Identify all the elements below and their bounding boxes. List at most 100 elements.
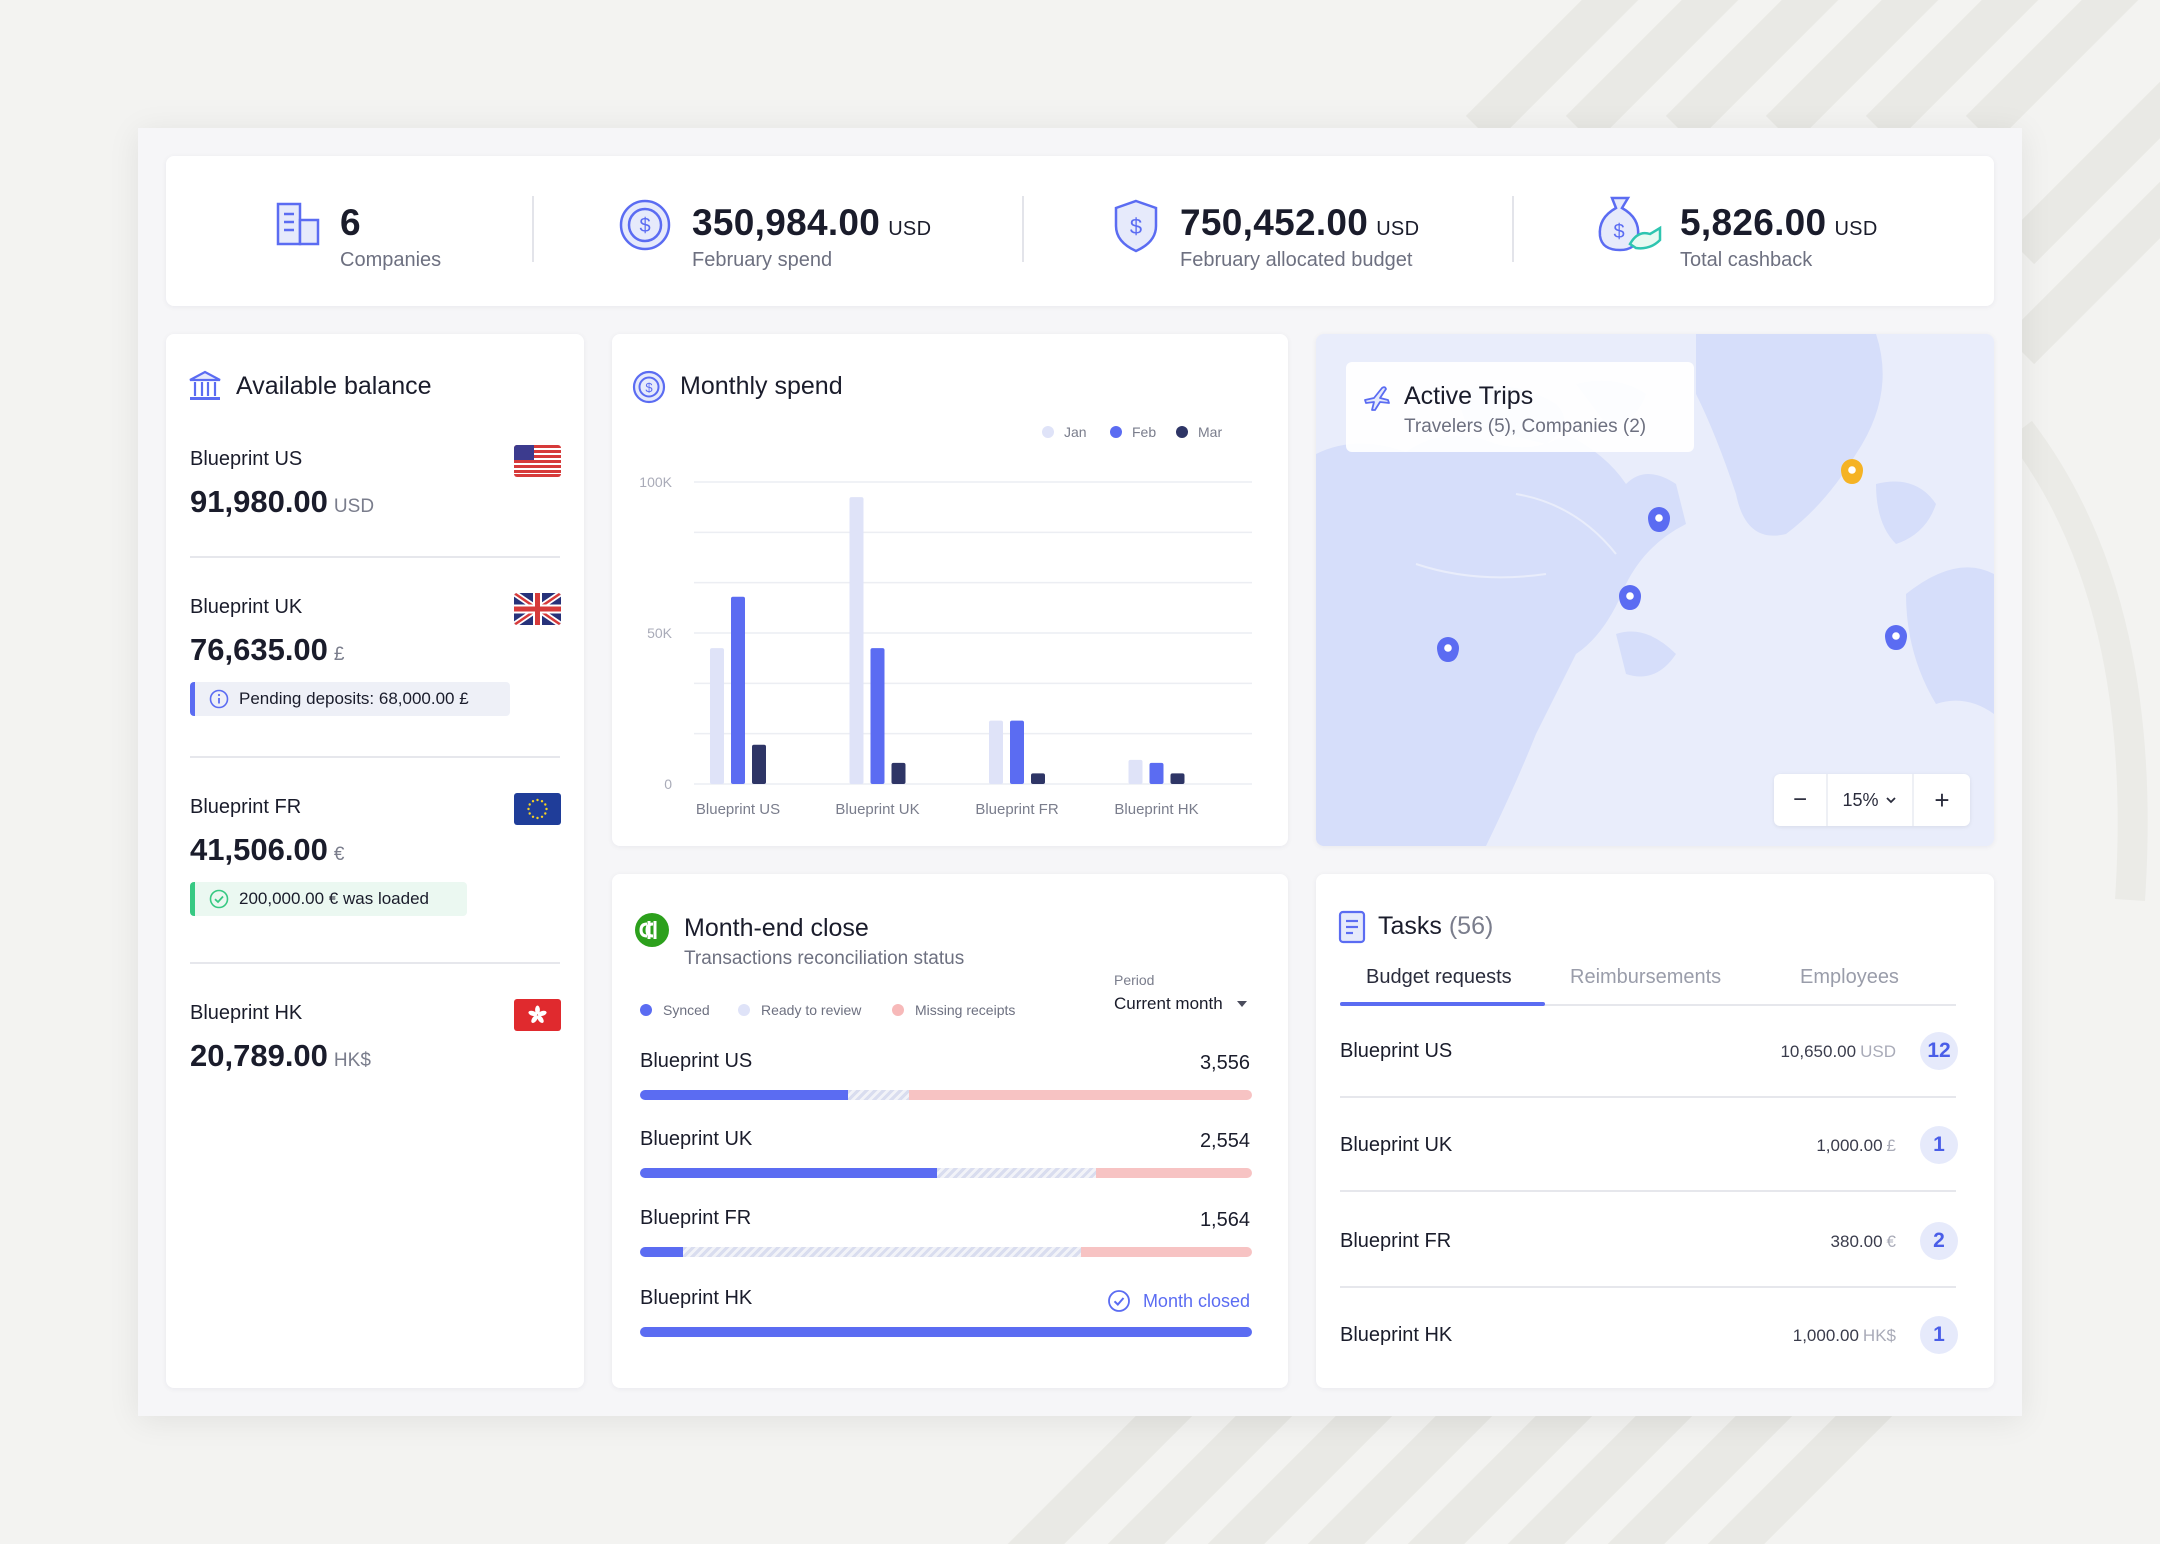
- zoom-control: − 15% +: [1774, 774, 1970, 826]
- us-flag-icon: [514, 445, 561, 477]
- balance-value: 91,980.00: [190, 484, 328, 519]
- building-icon: [276, 202, 320, 246]
- task-company-name: Blueprint US: [1340, 1040, 1453, 1062]
- legend-label: Ready to review: [761, 1002, 862, 1018]
- reconciliation-bar: [640, 1168, 1252, 1178]
- svg-text:$: $: [1613, 221, 1624, 243]
- task-unit: €: [1886, 1232, 1896, 1251]
- shield-dollar-icon: $: [1114, 199, 1158, 253]
- row-value: Month closed: [1142, 1290, 1250, 1311]
- reconciliation-bar: [640, 1327, 1252, 1337]
- bar-jan: [849, 497, 864, 784]
- pending-deposits-note: Pending deposits: 68,000.00 £: [190, 682, 510, 716]
- bar-feb: [1149, 762, 1164, 784]
- balance-unit: USD: [333, 496, 375, 517]
- review-segment: [936, 1168, 1096, 1178]
- monthly-spend-chart: 0 50K 100K Blueprint US Blueprint UK Blueprin…: [639, 424, 1252, 818]
- stat-value: 350,984.00: [692, 202, 881, 243]
- tab-budget-requests[interactable]: Budget requests: [1366, 966, 1512, 988]
- missing-segment: [909, 1090, 1252, 1100]
- task-unit: USD: [1860, 1042, 1896, 1061]
- money-bag-icon: $: [1598, 196, 1662, 252]
- legend-missing-receipts: Missing receipts: [892, 1002, 1015, 1018]
- legend-label: Mar: [1198, 424, 1222, 440]
- balance-value: 76,635.00: [190, 632, 328, 667]
- balance-unit: HK$: [333, 1050, 371, 1071]
- legend-dot: [738, 1004, 750, 1016]
- legend-label: Synced: [663, 1002, 710, 1018]
- hk-flag-icon: [514, 999, 561, 1031]
- reconciliation-bar: [640, 1090, 1252, 1100]
- divider: [190, 556, 560, 558]
- task-amount: 10,650.00: [1780, 1042, 1857, 1061]
- card-title: Active Trips: [1404, 382, 1534, 410]
- task-count-badge[interactable]: 12: [1920, 1032, 1958, 1070]
- zoom-level: 15%: [1842, 789, 1879, 810]
- synced-segment: [640, 1168, 937, 1178]
- task-unit: HK$: [1862, 1326, 1896, 1345]
- zoom-in-button[interactable]: +: [1934, 784, 1950, 815]
- task-unit: £: [1886, 1136, 1896, 1155]
- stat-value: 5,826.00: [1680, 202, 1827, 243]
- review-segment: [848, 1090, 910, 1100]
- month-closed-status: Month closed: [1107, 1289, 1250, 1313]
- task-count-badge[interactable]: 1: [1920, 1126, 1958, 1164]
- legend-ready-to-review: Ready to review: [738, 1002, 861, 1018]
- task-company-name: Blueprint UK: [1340, 1134, 1453, 1156]
- zoom-level-select[interactable]: 15%: [1828, 774, 1914, 826]
- active-tab-indicator: [1340, 1002, 1545, 1006]
- synced-segment: [640, 1090, 849, 1100]
- divider: [1340, 1096, 1956, 1098]
- task-count-badge[interactable]: 2: [1920, 1222, 1958, 1260]
- legend-label: Feb: [1132, 424, 1156, 440]
- period-value: Current month: [1114, 994, 1223, 1013]
- dollar-coin-icon: $: [619, 199, 671, 251]
- y-tick-label: 100K: [639, 474, 672, 490]
- dollar-coin-icon: $: [632, 370, 666, 404]
- bar-mar: [1170, 773, 1185, 784]
- row-company-name: Blueprint HK: [640, 1287, 753, 1309]
- balance-value: 20,789.00: [190, 1038, 328, 1073]
- legend-label: Missing receipts: [915, 1002, 1016, 1018]
- period-select[interactable]: Current month: [1114, 994, 1249, 1014]
- legend-dot: [1176, 426, 1188, 438]
- x-tick-label: Blueprint US: [696, 801, 780, 818]
- chevron-down-icon: [1885, 797, 1896, 804]
- task-amount: 1,000.00: [1792, 1326, 1859, 1345]
- legend-dot: [1042, 426, 1054, 438]
- task-count-badge[interactable]: 1: [1920, 1316, 1958, 1354]
- trip-pins: [1437, 459, 1907, 662]
- synced-segment: [640, 1247, 683, 1257]
- card-title: Tasks: [1378, 912, 1442, 940]
- tab-employees[interactable]: Employees: [1800, 966, 1899, 988]
- card-title: Month-end close: [684, 914, 869, 942]
- card-title: Monthly spend: [680, 372, 843, 400]
- bar-feb: [1010, 720, 1024, 784]
- task-list-icon: [1338, 910, 1366, 944]
- stat-label: February allocated budget: [1180, 249, 1413, 271]
- row-value: 2,554: [1199, 1130, 1250, 1152]
- tabs-underline: [1340, 1004, 1956, 1006]
- active-trips-info: Active Trips Travelers (5), Companies (2…: [1346, 362, 1694, 452]
- check-circle-icon: [1108, 1290, 1130, 1312]
- tab-reimbursements[interactable]: Reimbursements: [1570, 966, 1722, 988]
- row-company-name: Blueprint FR: [640, 1207, 752, 1229]
- zoom-out-button[interactable]: −: [1774, 774, 1828, 826]
- tasks-card: Tasks (56) Budget requests Reimbursement…: [1316, 874, 1994, 1388]
- task-count: (56): [1448, 912, 1494, 940]
- stats-bar: 6 Companies $ 350,984.00 USD February spe…: [166, 156, 1994, 306]
- legend-dot: [892, 1004, 904, 1016]
- stat-label: Companies: [340, 249, 442, 271]
- bar-mar: [891, 762, 906, 784]
- card-subtitle: Transactions reconciliation status: [684, 948, 965, 969]
- divider: [1512, 196, 1514, 262]
- missing-segment: [1080, 1247, 1252, 1257]
- row-company-name: Blueprint UK: [640, 1128, 753, 1150]
- bar-mar: [1031, 773, 1045, 784]
- bar-mar: [752, 744, 766, 784]
- active-trips-card: Active Trips Travelers (5), Companies (2…: [1316, 334, 1994, 846]
- review-segment: [682, 1247, 1081, 1257]
- stat-value: 6: [340, 202, 361, 243]
- balance-company-name: Blueprint FR: [190, 796, 302, 818]
- x-tick-label: Blueprint FR: [975, 801, 1059, 818]
